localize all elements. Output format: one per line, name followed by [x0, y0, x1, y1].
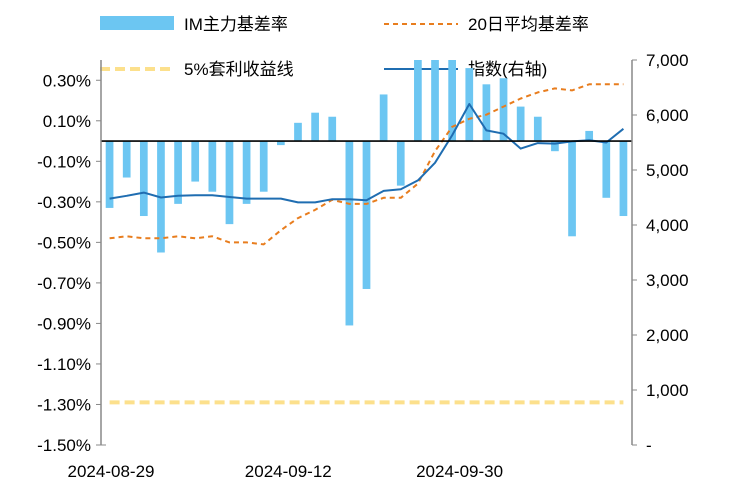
right-tick-label-4: 3,000: [646, 271, 689, 290]
left-tick-label-1: 0.10%: [43, 112, 91, 131]
left-tick-label-6: -0.90%: [37, 314, 91, 333]
legend-label-2: 5%套利收益线: [184, 60, 294, 79]
left-tick-label-9: -1.50%: [37, 436, 91, 455]
legend-label-0: IM主力基差率: [184, 15, 288, 34]
series-line-1: [109, 83, 624, 246]
bar-23: [499, 78, 508, 142]
bar-22: [482, 84, 491, 142]
legend-swatch-0: [100, 16, 174, 30]
bar-1: [122, 141, 131, 178]
legend-label-3: 指数(右轴): [468, 60, 547, 79]
bar-27: [568, 141, 576, 237]
bar-4: [174, 141, 182, 204]
bar-15: [362, 141, 371, 289]
right-tick-label-3: 4,000: [646, 216, 689, 235]
left-tick-label-3: -0.30%: [37, 193, 91, 212]
bar-7: [225, 141, 234, 225]
line-series: [109, 83, 625, 405]
right-tick-label-7: -: [646, 436, 652, 455]
x-tick-label-1: 2024-09-12: [245, 462, 332, 481]
left-tick-label-5: -0.70%: [37, 274, 91, 293]
bar-8: [242, 141, 251, 204]
right-tick-label-6: 1,000: [646, 381, 689, 400]
bar-9: [259, 141, 268, 192]
left-tick-label-4: -0.50%: [37, 233, 91, 252]
bar-25: [533, 116, 542, 142]
x-tick-label-0: 2024-08-29: [68, 462, 155, 481]
left-tick-label-2: -0.10%: [37, 152, 91, 171]
legend-label-1: 20日平均基差率: [468, 15, 589, 34]
left-tick-label-7: -1.10%: [37, 355, 91, 374]
bar-2: [139, 141, 148, 217]
bar-24: [516, 106, 525, 142]
series-line-3: [109, 103, 625, 204]
bar-0: [105, 141, 114, 208]
right-tick-label-1: 6,000: [646, 106, 689, 125]
bar-16: [379, 94, 388, 142]
bar-28: [585, 130, 594, 142]
right-tick-label-5: 2,000: [646, 326, 689, 345]
bar-29: [602, 141, 611, 198]
right-tick-label-0: 7,000: [646, 51, 689, 70]
bar-10: [277, 141, 285, 146]
left-tick-label-8: -1.30%: [37, 395, 91, 414]
basis-rate-bars: [105, 60, 628, 326]
bar-14: [345, 141, 354, 326]
bar-19: [431, 60, 439, 142]
left-tick-label-0: 0.30%: [43, 71, 91, 90]
bar-5: [191, 141, 200, 182]
x-tick-label-2: 2024-09-30: [416, 462, 503, 481]
bar-13: [328, 116, 337, 142]
bar-17: [396, 141, 405, 186]
right-tick-label-2: 5,000: [646, 161, 689, 180]
bar-11: [294, 122, 302, 142]
axes: 0.30% 0.10% -0.10% -0.30% -0.50% -0.70% -0.90%…: [37, 51, 688, 481]
bar-26: [551, 141, 559, 152]
legend: IM主力基差率 20日平均基差率 5%套利收益线 指数(右轴): [100, 15, 589, 79]
bar-12: [311, 112, 319, 142]
bar-30: [619, 141, 628, 217]
bar-20: [448, 60, 456, 142]
bar-6: [208, 141, 217, 192]
bar-18: [414, 60, 422, 142]
